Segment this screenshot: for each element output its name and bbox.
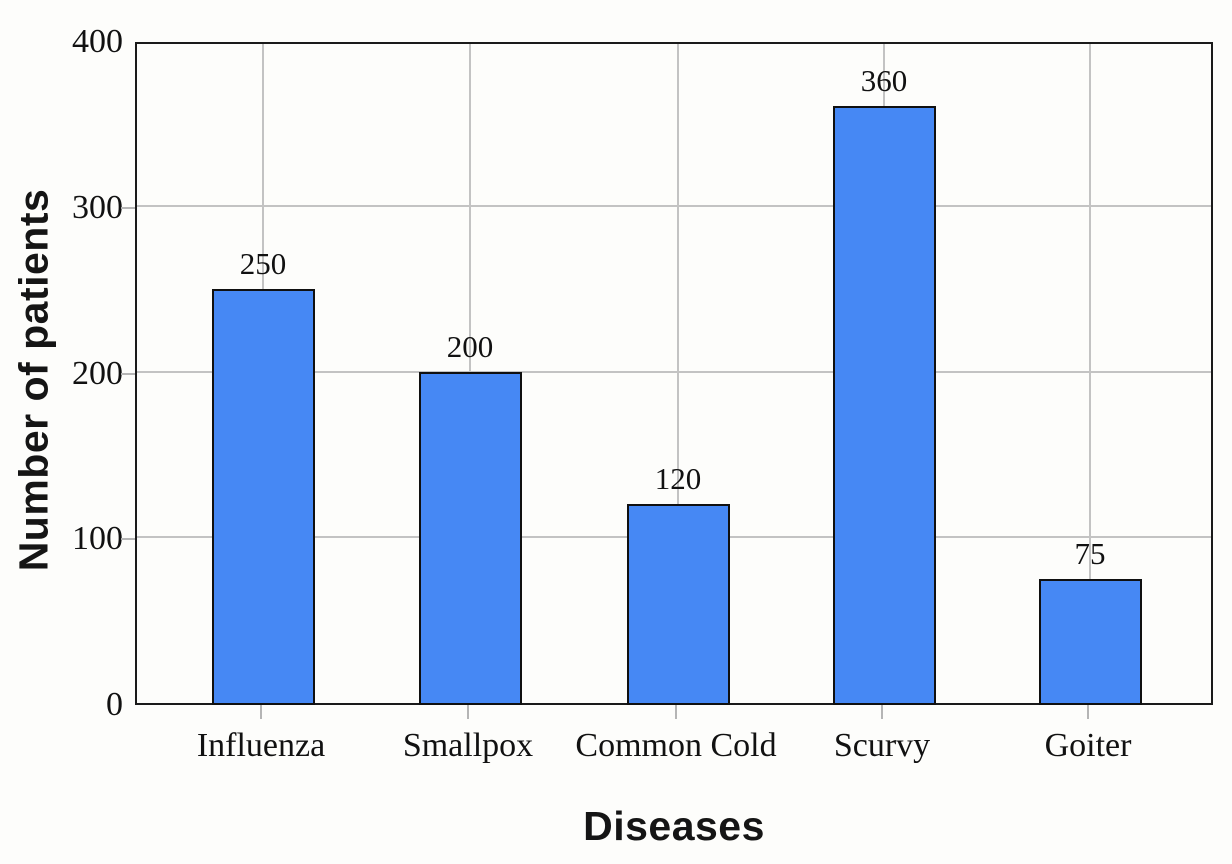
vertical-gridline [1089, 44, 1091, 703]
bar [211, 288, 315, 705]
plot-area: 250 200 120 360 75 [135, 42, 1213, 705]
bar [832, 106, 936, 705]
x-category-label: Goiter [1044, 727, 1132, 764]
bar-value-label: 75 [1074, 535, 1106, 571]
bar-value-label: 200 [446, 328, 494, 364]
vertical-gridline [677, 44, 679, 703]
y-tick-label: 100 [72, 520, 123, 558]
bar-value-label: 360 [860, 63, 908, 99]
x-axis-tick [467, 705, 469, 719]
x-category-label: Scurvy [833, 727, 931, 764]
x-axis-tick [881, 705, 883, 719]
y-tick-label: 300 [72, 188, 123, 226]
bar-value-label: 250 [239, 245, 287, 281]
y-tick-label: 0 [106, 686, 123, 723]
x-category-label: Smallpox [402, 727, 534, 764]
x-axis-tick [260, 705, 262, 719]
horizontal-gridline [137, 370, 1211, 373]
bar-value-label: 120 [654, 461, 702, 497]
y-axis-tick [121, 206, 135, 209]
x-category-label: Common Cold [575, 727, 777, 764]
x-axis-title: Diseases [583, 803, 765, 849]
horizontal-gridline [137, 204, 1211, 207]
y-tick-label: 200 [72, 354, 123, 392]
x-category-label: Influenza [196, 727, 326, 764]
x-axis-tick [675, 705, 677, 719]
bar [418, 371, 522, 705]
y-axis-tick [121, 538, 135, 541]
bar [1038, 578, 1142, 705]
y-tick-label: 400 [72, 23, 123, 60]
y-axis-tick [121, 372, 135, 375]
x-axis-tick [1087, 705, 1089, 719]
bar [626, 504, 730, 705]
